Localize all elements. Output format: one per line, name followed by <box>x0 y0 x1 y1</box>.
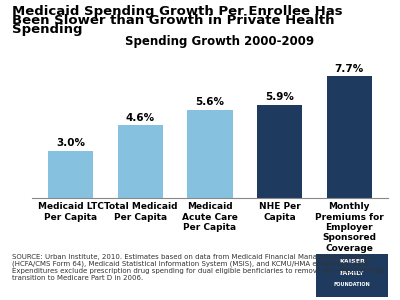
Text: 4.6%: 4.6% <box>126 113 155 123</box>
Text: 3.0%: 3.0% <box>56 138 85 148</box>
Bar <box>118 125 163 198</box>
Text: Been Slower than Growth in Private Health: Been Slower than Growth in Private Healt… <box>12 14 334 26</box>
Text: FOUNDATION: FOUNDATION <box>334 282 370 287</box>
Bar <box>326 76 372 198</box>
Bar <box>187 110 233 198</box>
Text: SOURCE: Urban Institute, 2010. Estimates based on data from Medicaid Financial M: SOURCE: Urban Institute, 2010. Estimates… <box>12 254 385 281</box>
Text: 5.6%: 5.6% <box>196 97 224 107</box>
Text: 5.9%: 5.9% <box>265 92 294 103</box>
Text: Spending Growth 2000-2009: Spending Growth 2000-2009 <box>126 34 314 47</box>
Text: Medicaid Spending Growth Per Enrollee Has: Medicaid Spending Growth Per Enrollee Ha… <box>12 4 343 17</box>
Text: KAISER: KAISER <box>339 259 365 264</box>
Text: Spending: Spending <box>12 22 82 35</box>
Bar <box>257 105 302 198</box>
Text: 7.7%: 7.7% <box>334 64 364 74</box>
Text: FAMILY: FAMILY <box>340 271 364 276</box>
Bar <box>48 151 94 198</box>
